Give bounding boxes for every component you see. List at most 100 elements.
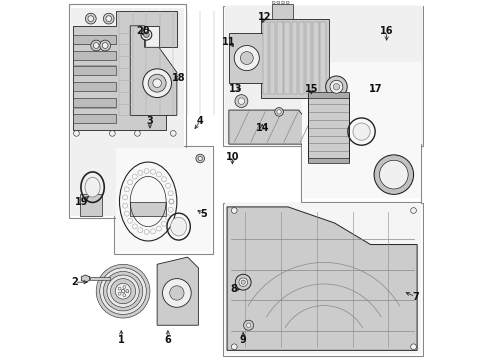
Circle shape (148, 74, 166, 92)
Polygon shape (229, 110, 324, 144)
Circle shape (170, 286, 184, 300)
Circle shape (235, 274, 251, 290)
Polygon shape (227, 207, 417, 350)
Circle shape (100, 268, 147, 315)
Bar (69, 4, 186, 218)
Bar (71, 8, 184, 216)
Circle shape (196, 154, 204, 163)
Circle shape (118, 292, 121, 295)
Circle shape (102, 42, 108, 48)
Circle shape (103, 13, 114, 24)
Circle shape (411, 208, 416, 213)
Text: 14: 14 (255, 123, 269, 133)
Circle shape (277, 1, 280, 4)
Bar (73, 50, 116, 59)
Circle shape (103, 271, 143, 311)
Bar (277, 22, 283, 94)
Ellipse shape (85, 177, 100, 197)
Polygon shape (81, 275, 90, 282)
Circle shape (141, 30, 152, 40)
Circle shape (153, 79, 161, 87)
Circle shape (122, 289, 125, 293)
Circle shape (106, 16, 112, 22)
Bar (272, 4, 294, 19)
Bar (223, 203, 422, 356)
Circle shape (74, 131, 79, 136)
Circle shape (246, 323, 251, 327)
Bar (73, 66, 116, 75)
Circle shape (240, 51, 253, 64)
Bar (73, 82, 116, 91)
Bar (225, 6, 422, 144)
Circle shape (111, 279, 136, 304)
Circle shape (109, 131, 115, 136)
Bar (308, 94, 349, 162)
Text: 16: 16 (380, 26, 393, 36)
Bar (300, 62, 421, 202)
Circle shape (241, 280, 245, 284)
Bar (114, 146, 213, 253)
Bar (261, 19, 329, 98)
Text: 19: 19 (75, 197, 89, 207)
Circle shape (234, 45, 259, 71)
Bar (302, 62, 421, 198)
Polygon shape (157, 257, 198, 325)
Bar (73, 35, 116, 44)
Bar (90, 277, 110, 280)
Bar (313, 22, 318, 94)
Circle shape (135, 131, 140, 136)
Bar (73, 114, 116, 123)
Circle shape (231, 208, 237, 213)
Circle shape (238, 98, 245, 104)
Circle shape (326, 76, 347, 98)
Circle shape (93, 42, 99, 48)
Circle shape (244, 320, 254, 330)
Circle shape (91, 40, 101, 51)
Circle shape (115, 283, 131, 299)
Text: 12: 12 (258, 12, 271, 22)
Bar (223, 6, 422, 146)
Text: 13: 13 (229, 84, 243, 94)
Circle shape (282, 1, 285, 4)
Circle shape (100, 40, 111, 51)
Circle shape (277, 110, 281, 114)
Circle shape (143, 69, 172, 98)
Circle shape (123, 294, 126, 297)
Text: 2: 2 (71, 277, 78, 287)
Circle shape (353, 123, 370, 140)
Bar (299, 22, 304, 94)
Circle shape (171, 131, 176, 136)
Text: 5: 5 (200, 209, 207, 219)
Text: 9: 9 (240, 334, 246, 345)
Text: 18: 18 (172, 73, 186, 83)
Circle shape (144, 32, 149, 38)
Circle shape (88, 16, 94, 22)
Bar (263, 22, 269, 94)
Bar (320, 22, 326, 94)
Text: 4: 4 (197, 116, 203, 126)
Circle shape (126, 290, 129, 293)
Text: 17: 17 (369, 84, 383, 94)
Text: 10: 10 (226, 152, 239, 162)
Text: 3: 3 (147, 116, 153, 126)
Text: 6: 6 (165, 334, 172, 345)
Circle shape (85, 13, 96, 24)
Bar (306, 22, 311, 94)
Text: 15: 15 (305, 84, 318, 94)
Bar (292, 22, 297, 94)
Circle shape (272, 1, 275, 4)
Circle shape (411, 344, 416, 350)
Bar (130, 202, 166, 216)
Circle shape (96, 264, 150, 318)
Circle shape (333, 84, 340, 90)
Polygon shape (130, 26, 177, 116)
Text: 11: 11 (222, 37, 236, 47)
Bar (229, 33, 263, 83)
Circle shape (275, 108, 283, 116)
Bar (285, 22, 290, 94)
Circle shape (286, 1, 289, 4)
Circle shape (374, 155, 414, 194)
Circle shape (231, 344, 237, 350)
Text: 20: 20 (136, 26, 149, 36)
Text: 8: 8 (231, 284, 238, 294)
